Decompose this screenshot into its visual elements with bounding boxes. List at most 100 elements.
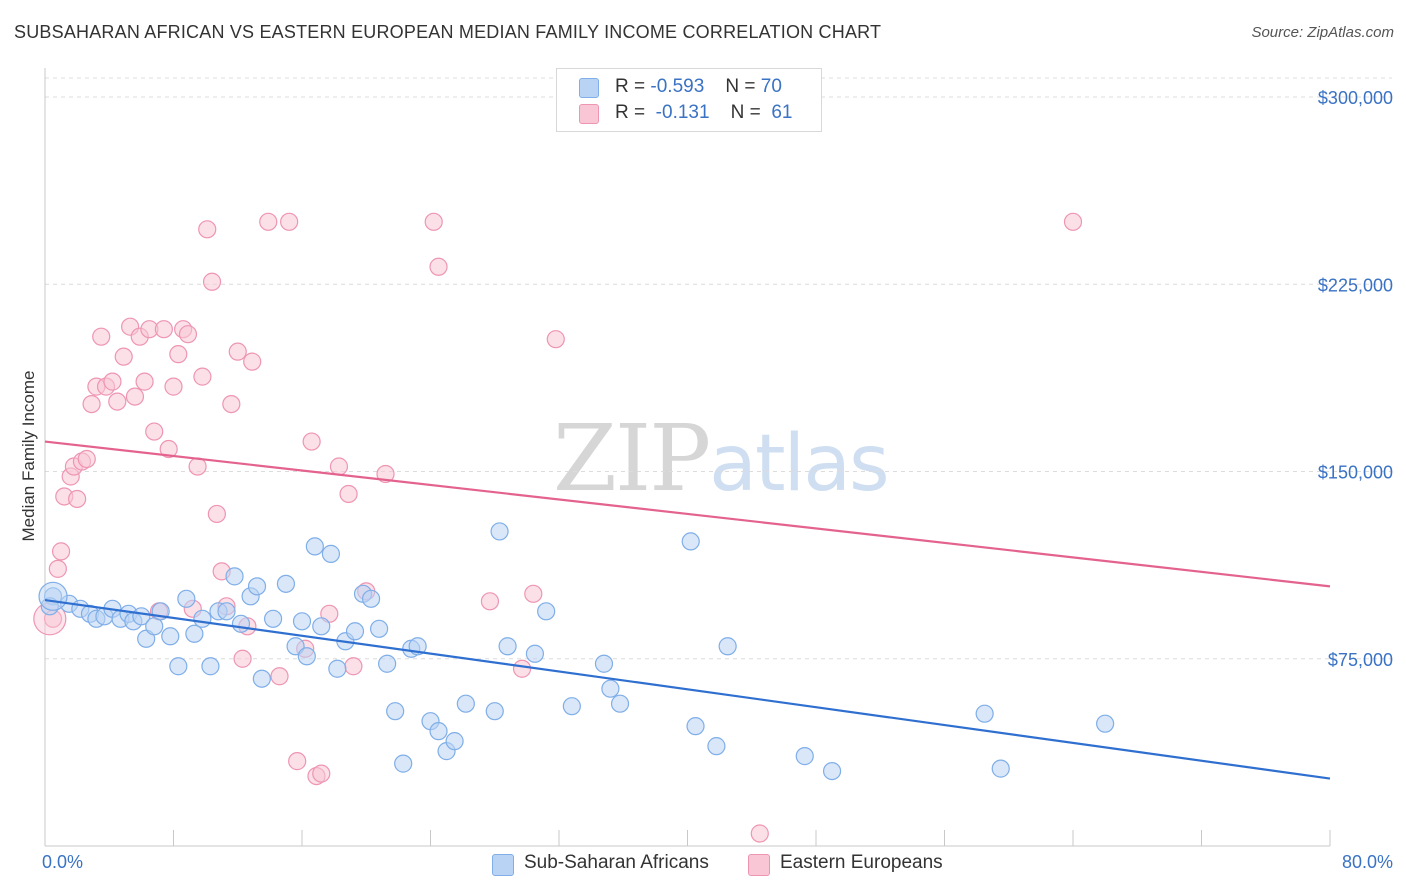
data-point-sub-saharan-africans [145, 617, 164, 636]
data-point-sub-saharan-africans [562, 697, 581, 716]
data-point-eastern-europeans [193, 367, 212, 386]
data-point-sub-saharan-africans [177, 589, 196, 608]
y-axis-title: Median Family Income [19, 370, 38, 541]
data-point-eastern-europeans [339, 484, 358, 504]
data-point-eastern-europeans [512, 659, 532, 678]
data-point-sub-saharan-africans [225, 567, 244, 586]
r-label: R = [615, 76, 646, 97]
data-point-eastern-europeans [48, 559, 67, 578]
data-point-eastern-europeans [154, 320, 173, 339]
data-point-sub-saharan-africans [445, 732, 464, 751]
chart-title: SUBSAHARAN AFRICAN VS EASTERN EUROPEAN M… [14, 22, 882, 42]
data-point-sub-saharan-africans [537, 602, 556, 621]
tick-labels: $75,000 $150,000 $225,000 $300,000 0.0% 80.0%… [19, 88, 1393, 872]
y-tick-label: $300,000 [1318, 88, 1393, 108]
data-point-eastern-europeans [145, 422, 164, 441]
data-point-eastern-europeans [92, 327, 111, 346]
data-point-sub-saharan-africans [231, 614, 251, 633]
r-value: -0.593 [650, 76, 705, 97]
data-point-eastern-europeans [270, 667, 289, 686]
data-point-sub-saharan-africans [252, 669, 271, 688]
data-point-sub-saharan-africans [795, 747, 814, 766]
y-tick-label: $75,000 [1328, 650, 1393, 670]
axes [44, 68, 1331, 847]
data-point-eastern-europeans [312, 764, 331, 783]
data-point-sub-saharan-africans [292, 612, 312, 631]
series-sub-saharan-africans [38, 522, 1115, 781]
n-label: N = [725, 76, 756, 97]
data-point-sub-saharan-africans [525, 644, 545, 663]
legend-swatch-blue [492, 854, 514, 876]
data-point-eastern-europeans [233, 649, 252, 668]
data-point-eastern-europeans [524, 584, 543, 603]
trend-lines [44, 440, 1331, 780]
data-point-sub-saharan-africans [263, 609, 283, 628]
data-point-sub-saharan-africans [247, 577, 267, 596]
data-point-eastern-europeans [202, 272, 222, 291]
data-point-sub-saharan-africans [185, 624, 204, 643]
data-point-sub-saharan-africans [297, 647, 316, 666]
watermark: ZIPatlas [553, 405, 890, 512]
data-point-sub-saharan-africans [707, 737, 726, 756]
data-point-sub-saharan-africans [686, 717, 705, 736]
trend-line-eastern-europeans [44, 440, 1331, 588]
legend-label: Eastern Europeans [780, 852, 943, 873]
r-label: R = [615, 102, 646, 123]
data-point-eastern-europeans [228, 342, 247, 361]
data-point-sub-saharan-africans [394, 754, 413, 773]
legend-label: Sub-Saharan Africans [524, 852, 709, 873]
data-point-eastern-europeans [424, 212, 443, 231]
data-point-sub-saharan-africans [276, 574, 296, 593]
data-point-sub-saharan-africans [361, 589, 381, 608]
legend-swatch-pink [748, 854, 770, 876]
data-point-sub-saharan-africans [594, 654, 614, 673]
data-point-eastern-europeans [164, 377, 183, 396]
data-point-eastern-europeans [178, 325, 198, 344]
n-value: 70 [760, 76, 782, 97]
data-point-eastern-europeans [125, 387, 145, 406]
data-point-eastern-europeans [51, 542, 71, 561]
stats-text-pink: R = -0.131 N = 61 [615, 102, 792, 124]
data-point-sub-saharan-africans [485, 702, 504, 721]
data-point-eastern-europeans [169, 345, 188, 364]
data-point-eastern-europeans [344, 657, 363, 676]
data-point-sub-saharan-africans [456, 694, 475, 713]
watermark-zip: ZIP [553, 405, 711, 512]
data-point-sub-saharan-africans [386, 702, 405, 721]
data-point-eastern-europeans [480, 592, 500, 611]
y-tick-label: $225,000 [1318, 275, 1393, 295]
data-point-eastern-europeans [750, 824, 769, 843]
data-point-sub-saharan-africans [429, 722, 448, 741]
data-point-sub-saharan-africans [201, 657, 220, 676]
data-point-sub-saharan-africans [718, 637, 737, 656]
watermark-atlas: atlas [709, 419, 889, 509]
stats-legend: R = -0.593 N = 70 R = -0.131 N = 61 [556, 68, 822, 132]
data-point-eastern-europeans [114, 347, 133, 366]
data-point-sub-saharan-africans [328, 659, 347, 678]
data-point-sub-saharan-africans [498, 637, 517, 656]
data-point-eastern-europeans [288, 752, 307, 771]
series-legend: Sub-Saharan Africans Eastern Europeans [0, 851, 1406, 877]
series-eastern-europeans [33, 212, 1083, 843]
data-point-eastern-europeans [82, 394, 101, 414]
data-point-sub-saharan-africans-large [38, 581, 68, 611]
data-point-sub-saharan-africans [169, 657, 188, 676]
data-point-eastern-europeans [280, 212, 299, 231]
data-point-eastern-europeans [77, 449, 96, 469]
x-tick-label-min: 0.0% [42, 852, 83, 872]
data-point-sub-saharan-africans [312, 617, 331, 636]
data-point-eastern-europeans [546, 330, 565, 349]
data-point-eastern-europeans [429, 257, 448, 276]
n-value: 61 [771, 102, 793, 123]
data-point-sub-saharan-africans [321, 544, 341, 563]
data-point-eastern-europeans [68, 489, 87, 509]
data-point-eastern-europeans [302, 432, 321, 451]
blue-swatch [579, 78, 599, 98]
data-point-eastern-europeans [1063, 212, 1083, 231]
data-point-sub-saharan-africans [217, 602, 236, 621]
data-point-sub-saharan-africans [991, 759, 1010, 778]
y-tick-label: $150,000 [1318, 463, 1393, 483]
n-label: N = [730, 102, 761, 123]
data-point-sub-saharan-africans [378, 654, 397, 673]
